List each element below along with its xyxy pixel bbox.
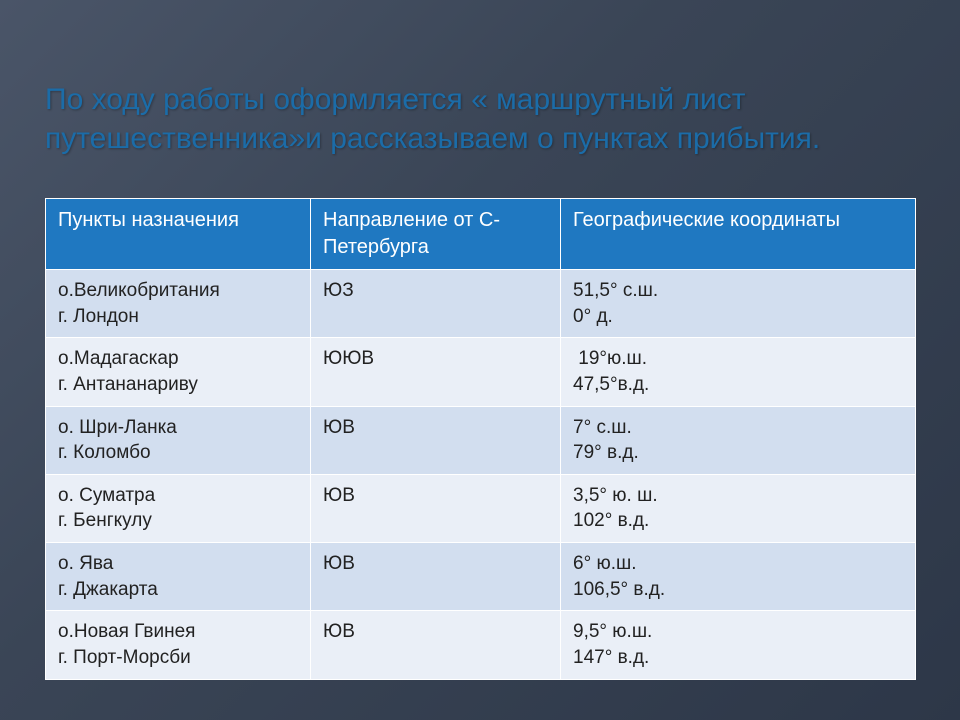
dest-city: г. Бенгкулу: [58, 508, 300, 534]
coord-lat: 3,5° ю. ш.: [573, 483, 905, 509]
coord-lon: 47,5°в.д.: [573, 372, 905, 398]
cell-direction: ЮВ: [311, 474, 561, 542]
dest-island: о.Новая Гвинея: [58, 619, 300, 645]
table-row: о.Мадагаскар г. Антананариву ЮЮВ 19°ю.ш.…: [46, 338, 916, 406]
col-header-direction: Направление от С-Петербурга: [311, 199, 561, 270]
cell-direction: ЮВ: [311, 543, 561, 611]
col-header-destination: Пункты назначения: [46, 199, 311, 270]
cell-destination: о. Суматра г. Бенгкулу: [46, 474, 311, 542]
coord-lon: 79° в.д.: [573, 440, 905, 466]
cell-direction: ЮЗ: [311, 270, 561, 338]
cell-destination: о.Великобритания г. Лондон: [46, 270, 311, 338]
cell-destination: о. Ява г. Джакарта: [46, 543, 311, 611]
table-row: о. Суматра г. Бенгкулу ЮВ 3,5° ю. ш. 102…: [46, 474, 916, 542]
coord-lat: 19°ю.ш.: [573, 346, 905, 372]
cell-coordinates: 9,5° ю.ш. 147° в.д.: [561, 611, 916, 679]
table-row: о. Шри-Ланка г. Коломбо ЮВ 7° с.ш. 79° в…: [46, 406, 916, 474]
table-header-row: Пункты назначения Направление от С-Петер…: [46, 199, 916, 270]
cell-destination: о.Новая Гвинея г. Порт-Морсби: [46, 611, 311, 679]
coord-lon: 0° д.: [573, 304, 905, 330]
dest-island: о.Великобритания: [58, 278, 300, 304]
coord-lon: 106,5° в.д.: [573, 577, 905, 603]
table-row: о. Ява г. Джакарта ЮВ 6° ю.ш. 106,5° в.д…: [46, 543, 916, 611]
cell-coordinates: 7° с.ш. 79° в.д.: [561, 406, 916, 474]
col-header-coordinates: Географические координаты: [561, 199, 916, 270]
cell-coordinates: 3,5° ю. ш. 102° в.д.: [561, 474, 916, 542]
dest-city: г. Джакарта: [58, 577, 300, 603]
table-row: о.Великобритания г. Лондон ЮЗ 51,5° с.ш.…: [46, 270, 916, 338]
cell-coordinates: 51,5° с.ш. 0° д.: [561, 270, 916, 338]
coord-lat: 51,5° с.ш.: [573, 278, 905, 304]
dest-island: о. Ява: [58, 551, 300, 577]
cell-coordinates: 19°ю.ш. 47,5°в.д.: [561, 338, 916, 406]
dest-city: г. Порт-Морсби: [58, 645, 300, 671]
cell-direction: ЮВ: [311, 406, 561, 474]
slide: По ходу работы оформляется « маршрутный …: [0, 0, 960, 720]
route-table: Пункты назначения Направление от С-Петер…: [45, 198, 916, 680]
cell-destination: о.Мадагаскар г. Антананариву: [46, 338, 311, 406]
cell-direction: ЮЮВ: [311, 338, 561, 406]
coord-lat: 7° с.ш.: [573, 415, 905, 441]
coord-lon: 147° в.д.: [573, 645, 905, 671]
cell-coordinates: 6° ю.ш. 106,5° в.д.: [561, 543, 916, 611]
coord-lat: 9,5° ю.ш.: [573, 619, 905, 645]
cell-direction: ЮВ: [311, 611, 561, 679]
coord-lat: 6° ю.ш.: [573, 551, 905, 577]
table-row: о.Новая Гвинея г. Порт-Морсби ЮВ 9,5° ю.…: [46, 611, 916, 679]
cell-destination: о. Шри-Ланка г. Коломбо: [46, 406, 311, 474]
dest-island: о. Суматра: [58, 483, 300, 509]
coord-lon: 102° в.д.: [573, 508, 905, 534]
dest-city: г. Коломбо: [58, 440, 300, 466]
slide-title: По ходу работы оформляется « маршрутный …: [45, 80, 915, 190]
dest-island: о.Мадагаскар: [58, 346, 300, 372]
dest-city: г. Лондон: [58, 304, 300, 330]
dest-city: г. Антананариву: [58, 372, 300, 398]
dest-island: о. Шри-Ланка: [58, 415, 300, 441]
